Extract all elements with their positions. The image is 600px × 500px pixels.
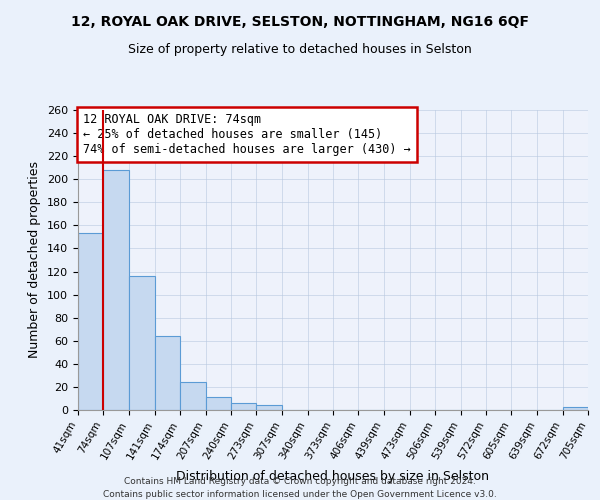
Bar (128, 276, 155, 410)
Bar (78, 234, 103, 410)
X-axis label: Distribution of detached houses by size in Selston: Distribution of detached houses by size … (176, 470, 490, 482)
Bar (256, 406, 283, 410)
Text: Size of property relative to detached houses in Selston: Size of property relative to detached ho… (128, 42, 472, 56)
Bar (205, 398, 231, 410)
Text: Contains public sector information licensed under the Open Government Licence v3: Contains public sector information licen… (103, 490, 497, 499)
Bar (180, 382, 205, 410)
Bar (103, 170, 128, 410)
Text: 12, ROYAL OAK DRIVE, SELSTON, NOTTINGHAM, NG16 6QF: 12, ROYAL OAK DRIVE, SELSTON, NOTTINGHAM… (71, 15, 529, 29)
Text: 12 ROYAL OAK DRIVE: 74sqm
← 25% of detached houses are smaller (145)
74% of semi: 12 ROYAL OAK DRIVE: 74sqm ← 25% of detac… (83, 113, 411, 156)
Bar (563, 406, 588, 410)
Text: Contains HM Land Registry data © Crown copyright and database right 2024.: Contains HM Land Registry data © Crown c… (124, 478, 476, 486)
Bar (231, 403, 256, 410)
Y-axis label: Number of detached properties: Number of detached properties (28, 162, 41, 358)
Bar (155, 336, 180, 410)
